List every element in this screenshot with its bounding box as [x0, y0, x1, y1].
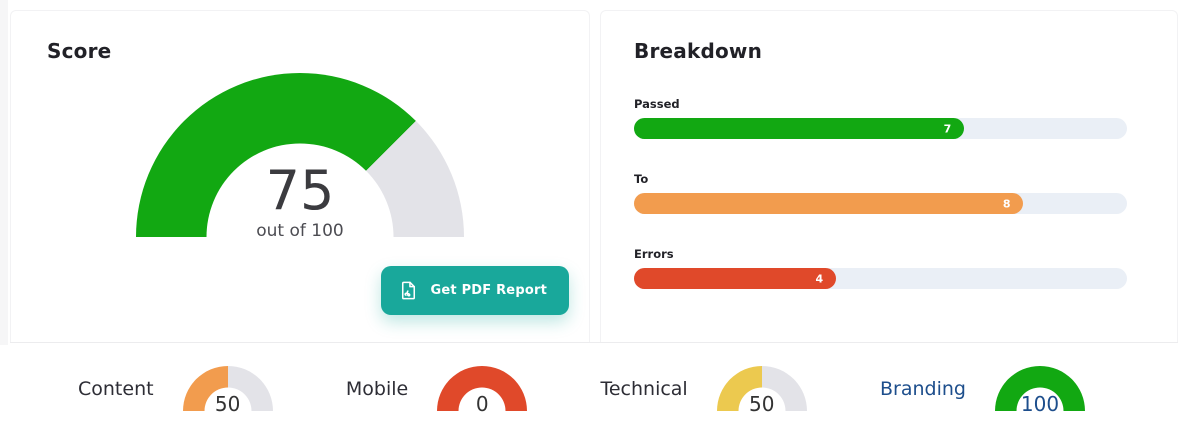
bar-track: 8 [634, 193, 1127, 214]
category-label-mobile: Mobile [345, 378, 409, 400]
top-panels-row: Score 75 out of 100 Get PDF Report Break… [10, 10, 1178, 343]
category-label-content: Content [78, 378, 154, 400]
technical-gauge-value: 50 [748, 392, 775, 416]
category-item-content[interactable]: Content 50 [78, 366, 273, 435]
bar-track: 4 [634, 268, 1127, 289]
bar-label-to: To [634, 172, 649, 186]
technical-gauge-hole [738, 387, 786, 435]
category-item-branding[interactable]: Branding 100 [880, 366, 1085, 435]
branding-gauge: 100 [994, 366, 1085, 435]
page-left-gutter [0, 0, 8, 345]
pdf-file-icon [397, 279, 420, 302]
bar-fill-passed: 7 [634, 118, 965, 139]
category-item-technical[interactable]: Technical 50 [600, 366, 807, 435]
bar-value-to: 8 [1002, 197, 1011, 210]
breakdown-bar-to: To 8 [634, 172, 1127, 214]
score-out-of-label: out of 100 [256, 221, 344, 241]
breakdown-panel: Breakdown Passed 7 To 8 Errors 4 [600, 10, 1178, 342]
bar-value-passed: 7 [943, 122, 952, 135]
score-gauge: 75 out of 100 [136, 73, 464, 331]
category-label-branding: Branding [880, 378, 966, 400]
bar-label-errors: Errors [634, 247, 674, 261]
score-value: 75 [265, 159, 335, 223]
get-pdf-report-button[interactable]: Get PDF Report [380, 266, 569, 315]
breakdown-panel-title: Breakdown [634, 39, 763, 63]
branding-gauge-hole [1016, 387, 1064, 435]
score-panel-title: Score [47, 39, 112, 63]
content-gauge-hole [204, 387, 252, 435]
pdf-button-label: Get PDF Report [430, 283, 547, 298]
bar-fill-to: 8 [634, 193, 1024, 214]
category-item-mobile[interactable]: Mobile 0 [345, 366, 528, 435]
mobile-gauge-value: 0 [475, 392, 489, 416]
content-gauge: 50 [182, 366, 273, 435]
breakdown-bar-errors: Errors 4 [634, 247, 1127, 289]
bar-fill-errors: 4 [634, 268, 837, 289]
bar-track: 7 [634, 118, 1127, 139]
score-panel: Score 75 out of 100 Get PDF Report [10, 10, 590, 342]
category-gauges-row: Content 50 Mobile 0 Technical 50 Brandin… [0, 345, 1188, 435]
category-label-technical: Technical [600, 378, 688, 400]
technical-gauge: 50 [716, 366, 807, 435]
bar-label-passed: Passed [634, 97, 680, 111]
mobile-gauge: 0 [437, 366, 528, 435]
breakdown-bar-passed: Passed 7 [634, 97, 1127, 139]
score-gauge-center: 75 out of 100 [136, 163, 464, 241]
mobile-gauge-hole [458, 387, 506, 435]
score-gauge-hole [206, 143, 394, 331]
content-gauge-value: 50 [214, 392, 241, 416]
branding-gauge-value: 100 [1020, 392, 1060, 416]
bar-value-errors: 4 [815, 272, 824, 285]
